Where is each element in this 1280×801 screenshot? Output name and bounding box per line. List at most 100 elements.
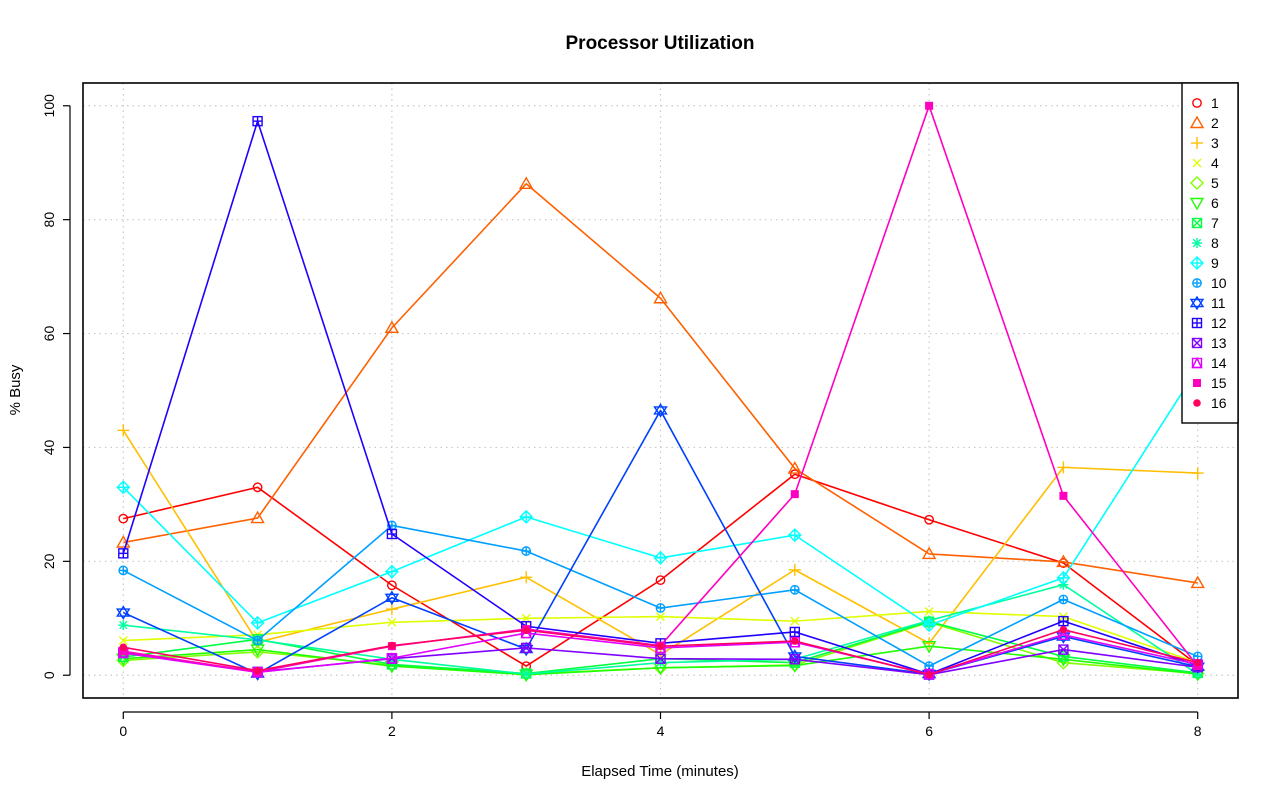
legend-marker-13 — [1191, 337, 1203, 349]
legend-marker-5 — [1190, 176, 1204, 190]
series-line-6 — [123, 645, 1198, 676]
data-point-11-2 — [384, 590, 400, 606]
x-axis-label: Elapsed Time (minutes) — [581, 763, 739, 780]
data-point-16-0 — [119, 643, 128, 652]
legend-marker-12 — [1191, 317, 1203, 329]
data-point-10-7 — [1058, 594, 1069, 605]
data-point-15-7 — [1059, 491, 1068, 500]
data-point-16-8 — [1193, 658, 1202, 667]
data-point-16-6 — [925, 670, 933, 679]
data-point-13-3 — [520, 642, 532, 654]
data-point-13-4 — [655, 653, 666, 664]
data-point-9-7 — [1056, 570, 1071, 585]
data-point-4-4 — [656, 612, 665, 622]
y-tick-label: 60 — [41, 326, 57, 342]
y-tick-label: 80 — [41, 212, 57, 228]
y-tick-label: 0 — [41, 671, 57, 679]
series-16 — [119, 625, 1202, 679]
data-point-12-7 — [1058, 615, 1069, 627]
legend-marker-4 — [1192, 158, 1202, 168]
legend-marker-16 — [1193, 399, 1201, 407]
series-1 — [118, 469, 1203, 672]
series-line-1 — [123, 473, 1199, 667]
data-point-9-0 — [116, 480, 131, 495]
data-point-16-5 — [791, 637, 799, 645]
data-point-4-5 — [790, 616, 800, 626]
y-tick-label: 100 — [41, 94, 57, 118]
data-point-12-5 — [789, 626, 801, 638]
legend-marker-9 — [1190, 256, 1204, 270]
x-tick-label: 2 — [388, 723, 396, 739]
data-point-15-5 — [790, 490, 799, 499]
data-point-11-0 — [116, 605, 131, 620]
data-point-14-2 — [386, 652, 398, 664]
legend-marker-15 — [1193, 379, 1201, 387]
legend-label-12: 12 — [1211, 315, 1227, 331]
data-point-4-3 — [521, 613, 531, 623]
data-point-2-5 — [787, 461, 803, 474]
data-point-12-1 — [252, 115, 263, 127]
legend-box — [1181, 82, 1239, 424]
legend-label-10: 10 — [1211, 275, 1227, 291]
legend-label-3: 3 — [1211, 135, 1219, 151]
legend-label-13: 13 — [1211, 335, 1227, 351]
data-point-16-4 — [656, 642, 665, 650]
legend-label-5: 5 — [1211, 175, 1219, 191]
data-point-16-7 — [1059, 625, 1068, 634]
legend-marker-7 — [1191, 217, 1203, 229]
data-point-1-1 — [252, 482, 263, 493]
legend-label-8: 8 — [1211, 235, 1219, 251]
x-tick-label: 0 — [119, 723, 127, 739]
data-point-4-0 — [118, 635, 128, 645]
series-line-3 — [122, 429, 1198, 656]
data-point-16-3 — [522, 626, 530, 635]
legend-marker-2 — [1189, 115, 1205, 129]
data-point-9-2 — [384, 564, 399, 579]
legend-marker-8 — [1192, 238, 1202, 248]
data-point-3-2 — [385, 603, 398, 616]
legend-label-16: 16 — [1211, 395, 1227, 411]
data-point-10-0 — [118, 565, 129, 576]
y-axis-label: % Busy — [7, 364, 24, 415]
data-point-12-2 — [386, 528, 398, 540]
data-point-13-7 — [1058, 644, 1069, 655]
data-point-10-1 — [252, 635, 263, 646]
data-point-8-0 — [118, 620, 129, 631]
legend-label-9: 9 — [1211, 255, 1219, 271]
series-3 — [117, 424, 1204, 661]
data-point-2-3 — [518, 176, 534, 189]
data-point-3-0 — [117, 424, 130, 437]
legend-label-4: 4 — [1211, 155, 1219, 171]
legend-label-15: 15 — [1211, 375, 1227, 391]
data-point-11-4 — [653, 403, 668, 418]
data-point-2-4 — [653, 290, 668, 304]
legend-label-6: 6 — [1211, 195, 1219, 211]
data-point-3-3 — [520, 571, 533, 584]
legend-marker-11 — [1189, 295, 1205, 311]
data-point-9-6 — [922, 618, 937, 633]
legend-label-1: 1 — [1211, 95, 1219, 111]
series-line-2 — [123, 182, 1198, 584]
legend-marker-1 — [1192, 98, 1202, 108]
data-point-9-4 — [653, 550, 668, 565]
data-point-1-2 — [386, 580, 397, 591]
data-point-4-6 — [924, 606, 934, 616]
data-point-1-0 — [118, 513, 129, 524]
data-point-10-3 — [521, 546, 532, 556]
data-point-1-4 — [655, 575, 666, 586]
data-point-12-0 — [118, 548, 129, 559]
data-point-3-8 — [1191, 467, 1204, 480]
data-point-15-0 — [119, 647, 128, 656]
series-2 — [116, 176, 1205, 589]
data-point-8-3 — [521, 669, 532, 680]
data-point-16-2 — [388, 641, 396, 650]
legend-label-2: 2 — [1211, 115, 1219, 131]
data-point-1-5 — [789, 469, 800, 480]
data-point-2-6 — [921, 546, 937, 560]
chart-title: Processor Utilization — [566, 33, 755, 54]
data-point-2-1 — [250, 510, 265, 524]
legend-marker-6 — [1189, 197, 1205, 211]
